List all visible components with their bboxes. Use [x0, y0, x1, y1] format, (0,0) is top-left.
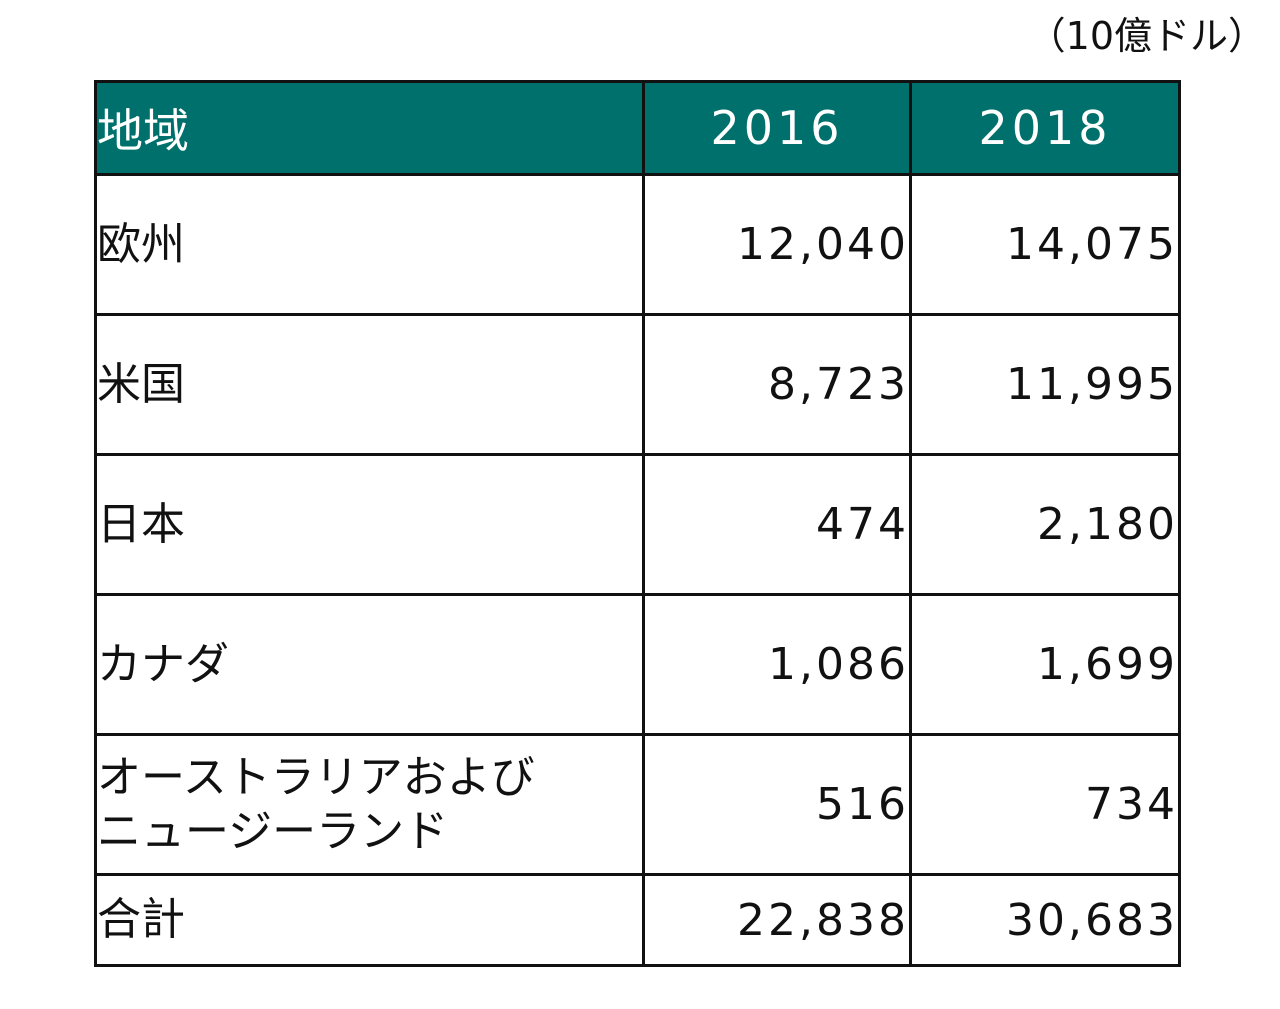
total-value-2016: 22,838	[642, 873, 912, 967]
row-value-2016: 474	[642, 453, 912, 596]
row-region-line1: カナダ	[97, 638, 229, 690]
total-label: 合計	[94, 873, 645, 967]
row-region: 欧州	[94, 173, 645, 316]
table-row: 日本 474 2,180	[94, 453, 1181, 596]
row-value-2016: 8,723	[642, 313, 912, 456]
header-year-2016: 2016	[642, 80, 912, 176]
total-row: 合計 22,838 30,683	[94, 873, 1181, 967]
table-row: 欧州 12,040 14,075	[94, 173, 1181, 316]
table-row: 米国 8,723 11,995	[94, 313, 1181, 456]
row-value-2018: 734	[909, 733, 1181, 876]
row-region-line1: 米国	[97, 358, 185, 410]
row-value-2018: 2,180	[909, 453, 1181, 596]
row-region: 米国	[94, 313, 645, 456]
header-region: 地域	[94, 80, 645, 176]
row-region-line1: 日本	[97, 498, 185, 550]
row-value-2018: 14,075	[909, 173, 1181, 316]
row-value-2018: 11,995	[909, 313, 1181, 456]
unit-note: （10億ドル）	[1027, 14, 1266, 58]
header-year-2018: 2018	[909, 80, 1181, 176]
row-region-line1: 欧州	[97, 218, 185, 270]
row-region: 日本	[94, 453, 645, 596]
row-value-2016: 12,040	[642, 173, 912, 316]
total-value-2018: 30,683	[909, 873, 1181, 967]
table-row: カナダ 1,086 1,699	[94, 593, 1181, 736]
row-region: カナダ	[94, 593, 645, 736]
row-value-2018: 1,699	[909, 593, 1181, 736]
row-region: オーストラリアおよび ニュージーランド	[94, 733, 645, 876]
row-value-2016: 1,086	[642, 593, 912, 736]
row-value-2016: 516	[642, 733, 912, 876]
header-row: 地域 2016 2018	[94, 80, 1181, 176]
data-table: 地域 2016 2018 欧州 12,040 14,075 米国 8,723 1…	[94, 80, 1181, 967]
row-region-line1: オーストラリアおよび	[97, 751, 535, 803]
row-region-line2: ニュージーランド	[97, 805, 449, 857]
table-row: オーストラリアおよび ニュージーランド 516 734	[94, 733, 1181, 876]
